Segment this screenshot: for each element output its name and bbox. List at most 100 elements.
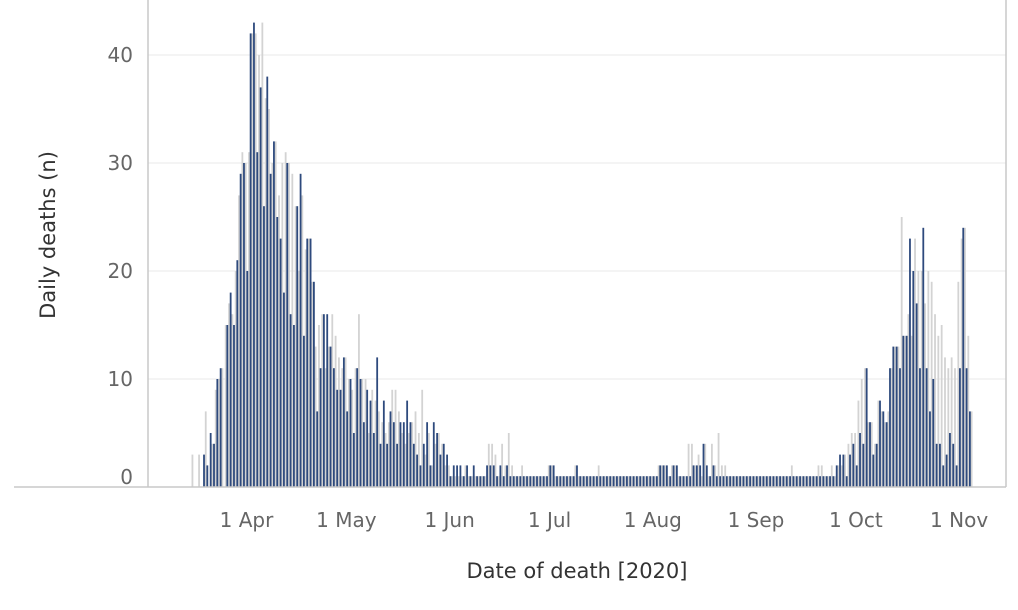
bar	[925, 368, 928, 487]
bar	[804, 476, 807, 487]
bar	[825, 476, 828, 487]
bar	[802, 476, 805, 487]
bar	[970, 411, 973, 487]
bar	[491, 443, 494, 487]
bar	[366, 389, 369, 487]
bar	[346, 411, 349, 487]
bar	[554, 476, 557, 487]
bar	[298, 271, 300, 487]
bar	[402, 422, 405, 487]
bar	[654, 476, 657, 487]
bar	[537, 476, 540, 487]
bar	[967, 335, 970, 487]
bar	[344, 357, 347, 487]
bar	[396, 443, 399, 487]
bar	[952, 443, 955, 487]
bar	[787, 476, 790, 487]
bar	[957, 281, 960, 487]
bar	[765, 476, 768, 487]
bar	[306, 238, 309, 487]
bar	[885, 422, 888, 487]
bar	[567, 476, 570, 487]
bar	[191, 454, 194, 487]
bar	[637, 476, 640, 487]
bar	[258, 55, 260, 487]
bar	[362, 422, 365, 487]
bar	[614, 476, 617, 487]
bar	[481, 476, 484, 487]
bar	[624, 476, 627, 487]
bar	[720, 465, 723, 487]
bar	[910, 335, 913, 487]
bar	[849, 454, 851, 487]
bar	[817, 465, 820, 487]
bar	[631, 476, 633, 487]
bar	[419, 465, 422, 487]
y-tick-label: 20	[108, 259, 133, 283]
bar	[905, 335, 908, 487]
bar	[226, 325, 229, 487]
bar	[477, 476, 480, 487]
bar	[339, 389, 342, 487]
bar	[239, 173, 242, 488]
bar	[516, 476, 518, 487]
bar	[318, 325, 320, 487]
bar	[860, 379, 863, 487]
bar	[349, 379, 352, 487]
bar	[612, 476, 615, 487]
gridlines	[148, 54, 1006, 380]
bar	[412, 443, 415, 487]
bar	[770, 476, 773, 487]
bar	[233, 325, 235, 487]
bar	[301, 195, 304, 487]
bar	[606, 476, 608, 487]
bar	[397, 411, 400, 487]
bar	[940, 325, 943, 487]
bar	[238, 195, 240, 487]
bar	[364, 379, 367, 487]
bar	[920, 271, 923, 487]
bar	[416, 454, 419, 487]
bar	[269, 173, 272, 488]
bar	[715, 476, 718, 487]
bar	[389, 411, 392, 487]
bar	[749, 476, 752, 487]
bar	[899, 368, 901, 487]
bar	[822, 476, 825, 487]
bar	[795, 476, 798, 487]
bar	[268, 109, 270, 487]
bar	[944, 357, 946, 487]
y-tick-labels: 0 10 20 30 40	[108, 43, 133, 489]
bar	[348, 379, 350, 487]
bar	[551, 465, 553, 487]
bar	[283, 292, 285, 487]
bar	[616, 476, 618, 487]
bar	[745, 476, 748, 487]
bar	[338, 357, 340, 487]
bar	[724, 465, 727, 487]
bar	[421, 389, 424, 487]
bar	[922, 227, 925, 488]
bar	[559, 476, 562, 487]
bar	[211, 443, 214, 487]
bar	[699, 465, 702, 487]
bar	[251, 33, 254, 488]
bar	[581, 476, 583, 487]
bar	[627, 476, 630, 487]
bar	[386, 443, 389, 487]
y-tick-label: 10	[108, 367, 133, 391]
bar	[865, 368, 868, 487]
bar	[407, 433, 410, 487]
bar	[441, 443, 444, 487]
bar	[812, 476, 815, 487]
bar	[665, 465, 668, 487]
bar	[293, 325, 295, 487]
bar	[772, 476, 775, 487]
bar	[522, 476, 525, 487]
bar	[875, 443, 878, 487]
bar	[777, 476, 780, 487]
bar	[521, 465, 523, 487]
bar	[254, 33, 257, 488]
bar	[273, 141, 275, 487]
bar	[725, 476, 728, 487]
